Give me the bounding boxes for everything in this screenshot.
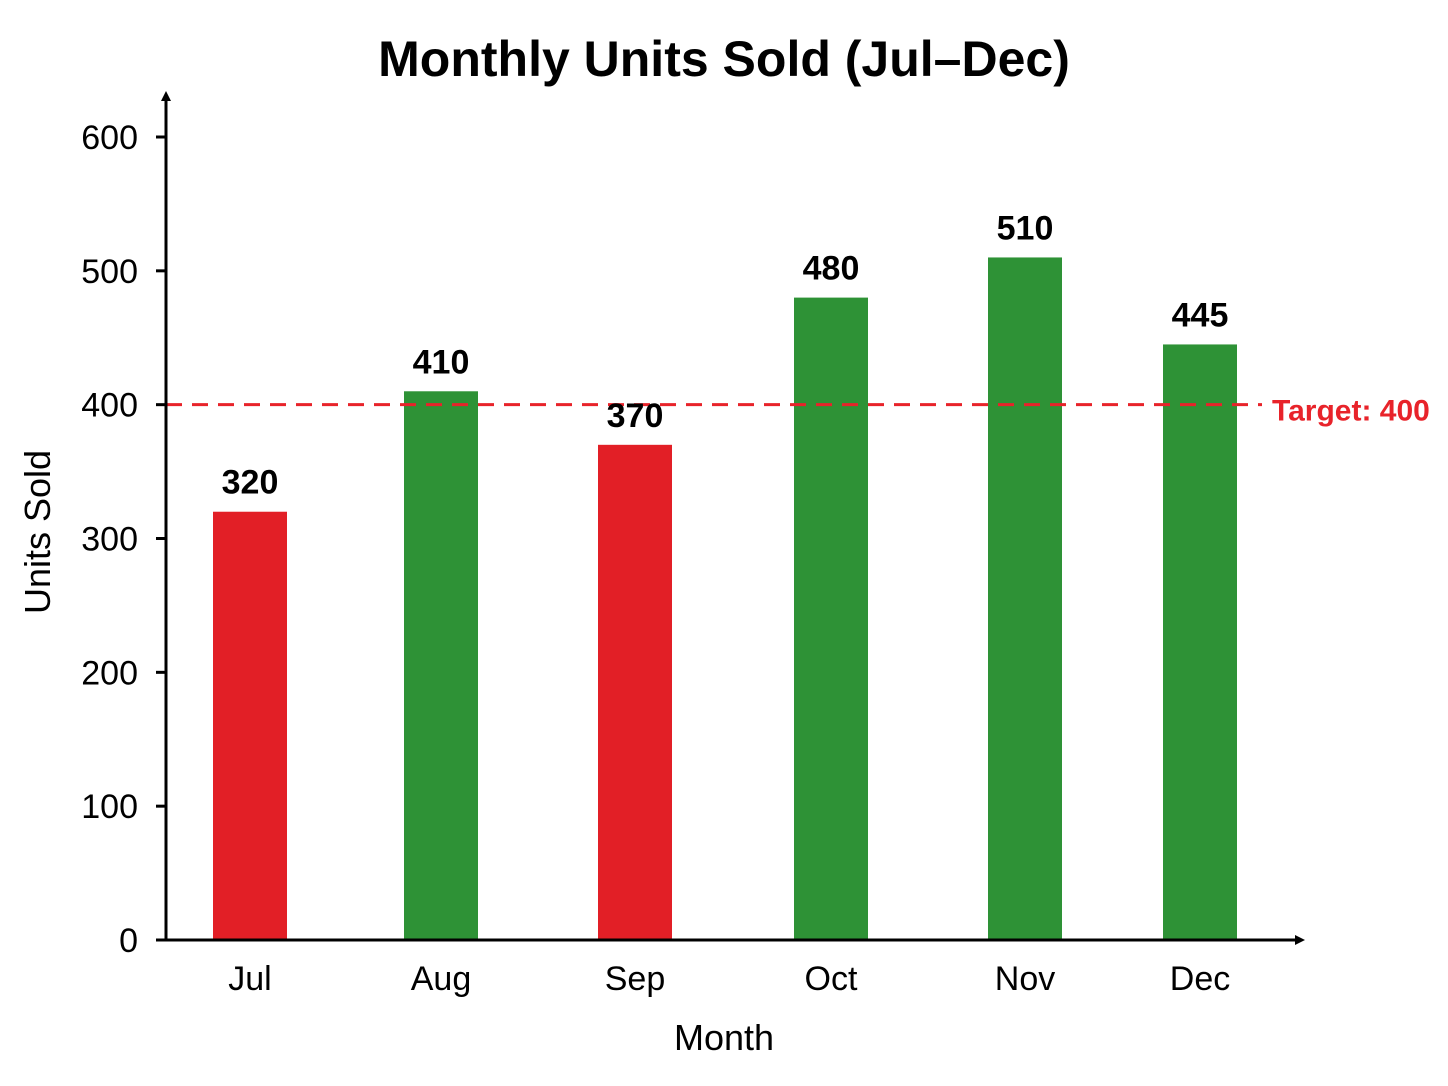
bar-sep <box>598 444 672 940</box>
x-axis-title: Month <box>674 1017 774 1058</box>
axes-layer <box>156 91 1305 945</box>
x-tick-label-sep: Sep <box>605 960 666 998</box>
data-label-sep: 370 <box>607 397 664 435</box>
bar-nov <box>988 257 1062 940</box>
y-tick-label-400: 400 <box>81 387 138 425</box>
bar-oct <box>794 297 868 941</box>
y-tick-label-0: 0 <box>119 922 138 960</box>
chart-title: Monthly Units Sold (Jul–Dec) <box>378 31 1070 87</box>
y-tick-label-100: 100 <box>81 788 138 826</box>
bar-aug <box>404 391 478 940</box>
x-tick-label-aug: Aug <box>411 960 472 998</box>
x-tick-label-oct: Oct <box>805 960 858 998</box>
x-tick-label-nov: Nov <box>995 960 1055 998</box>
data-label-oct: 480 <box>803 250 860 288</box>
y-tick-label-600: 600 <box>81 119 138 157</box>
target-layer: Target: 400 <box>166 395 1430 428</box>
data-label-nov: 510 <box>997 209 1054 247</box>
bar-jul <box>213 511 287 940</box>
target-label: Target: 400 <box>1272 395 1430 428</box>
y-tick-label-300: 300 <box>81 521 138 559</box>
data-label-dec: 445 <box>1172 296 1229 334</box>
y-tick-label-200: 200 <box>81 654 138 692</box>
y-tick-label-500: 500 <box>81 253 138 291</box>
x-tick-label-dec: Dec <box>1170 960 1230 998</box>
data-label-jul: 320 <box>222 464 279 502</box>
x-tick-label-jul: Jul <box>228 960 271 998</box>
y-axis-title: Units Sold <box>17 450 58 614</box>
bars-layer <box>213 257 1237 941</box>
labels-layer: 320 Jul 410 Aug 370 Sep 480 Oct 510 Nov 445 Dec 0 100… <box>81 119 1230 998</box>
bar-dec <box>1163 344 1237 941</box>
data-label-aug: 410 <box>413 343 470 381</box>
